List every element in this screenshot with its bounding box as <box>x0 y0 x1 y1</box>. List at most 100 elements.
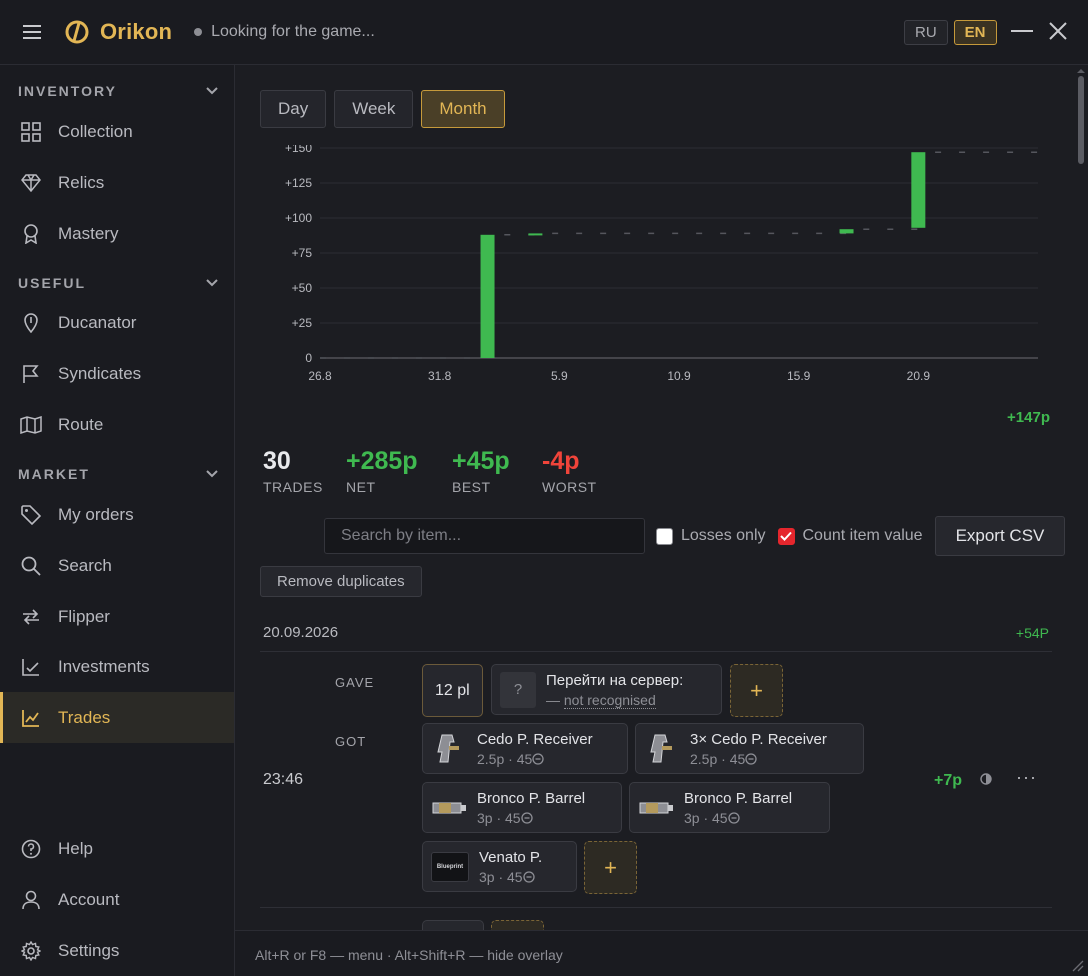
stat-label: TRADES <box>263 479 323 495</box>
chip-text: Cedo P. Receiver 2.5p · 45 <box>477 731 593 767</box>
item-name: Venato P. <box>479 848 543 866</box>
day-date: 20.09.2026 <box>263 624 339 641</box>
section-title: INVENTORY <box>18 83 117 99</box>
close-icon <box>1049 22 1067 40</box>
sidebar-item-my-orders[interactable]: My orders <box>0 489 234 540</box>
gear-icon <box>20 940 42 962</box>
sidebar-item-relics[interactable]: Relics <box>0 157 234 208</box>
item-name: 3× Cedo P. Receiver <box>690 730 827 748</box>
sidebar-item-account[interactable]: Account <box>0 874 234 925</box>
waterfall-bar <box>480 234 495 358</box>
sidebar-item-ducanator[interactable]: Ducanator <box>0 297 234 348</box>
sidebar-item-settings[interactable]: Settings <box>0 925 234 976</box>
sidebar-item-investments[interactable]: Investments <box>0 641 234 692</box>
lang-ru-button[interactable]: RU <box>904 20 948 45</box>
chart-total-label: +147p <box>1007 409 1050 426</box>
export-csv-button[interactable]: Export CSV <box>934 516 1066 556</box>
sidebar-item-flipper[interactable]: Flipper <box>0 591 234 642</box>
item-price: 3p · 45 <box>477 809 521 826</box>
sidebar-item-help[interactable]: Help <box>0 823 234 874</box>
sidebar-section-useful[interactable]: USEFUL <box>18 273 218 293</box>
got-item-chip[interactable]: Bronco P. Barrel 3p · 45 <box>629 782 830 833</box>
user-icon <box>20 889 42 911</box>
question-icon: ? <box>500 671 536 708</box>
stat-best: +45p BEST <box>452 447 514 495</box>
sidebar-item-label: Flipper <box>58 606 110 626</box>
got-item-chip[interactable]: 3× Cedo P. Receiver 2.5p · 45 <box>635 723 864 774</box>
sidebar-item-route[interactable]: Route <box>0 399 234 450</box>
waterfall-bar <box>839 229 854 234</box>
trade-stats: 30 TRADES +285p NET +45p BEST -4p WORST <box>263 447 630 495</box>
item-search-input[interactable] <box>324 518 645 554</box>
trade-more-button[interactable]: ··· <box>1016 767 1037 787</box>
sidebar-item-mastery[interactable]: Mastery <box>0 208 234 259</box>
ducat-icon <box>520 811 533 824</box>
trades-panel: Day Week Month 0 +25 +50 +75 +100 +125 +150 26.… <box>235 65 1088 930</box>
game-status: Looking for the game... <box>194 23 375 41</box>
barrel-icon <box>638 790 674 826</box>
minimize-button[interactable] <box>1009 18 1035 44</box>
item-name: Bronco P. Barrel <box>684 789 793 807</box>
platinum-chip[interactable]: 12 pl <box>422 664 483 717</box>
lang-en-button[interactable]: EN <box>953 20 997 45</box>
losses-only-checkbox[interactable]: Losses only <box>656 527 766 545</box>
add-gave-item-button[interactable]: + <box>730 664 783 717</box>
chip-text: Venato P. 3p · 45 <box>479 849 542 885</box>
add-got-item-button[interactable]: + <box>584 841 637 894</box>
sidebar-item-collection[interactable]: Collection <box>0 106 234 157</box>
sidebar-item-trades[interactable]: Trades <box>0 692 234 743</box>
unrecognised-item-chip[interactable]: ? Перейти на сервер: — not recognised <box>491 664 722 715</box>
got-item-chip[interactable]: Blueprint Venato P. 3p · 45 <box>422 841 577 892</box>
sidebar-section-market[interactable]: MARKET <box>18 464 218 484</box>
ducat-icon <box>532 752 544 765</box>
tab-month[interactable]: Month <box>421 90 505 128</box>
chip-text: Перейти на сервер: — not recognised <box>546 671 684 709</box>
half-circle-icon[interactable] <box>980 773 992 785</box>
blueprint-text: Blueprint <box>436 863 464 870</box>
y-tick-label: +125 <box>285 176 312 190</box>
tag-icon <box>20 504 42 526</box>
stat-label: BEST <box>452 479 491 495</box>
x-tick-label: 5.9 <box>551 369 568 383</box>
sidebar-item-label: Relics <box>58 172 105 192</box>
main-scrollbar[interactable] <box>1076 68 1086 928</box>
close-button[interactable] <box>1045 18 1071 44</box>
tab-week[interactable]: Week <box>334 90 414 128</box>
blueprint-icon: Blueprint <box>431 851 469 882</box>
note-dash: — <box>546 691 560 708</box>
got-label: GOT <box>335 734 367 749</box>
sidebar-item-label: Settings <box>58 940 120 960</box>
grid-icon <box>20 121 42 143</box>
swap-icon <box>20 606 42 628</box>
sidebar-item-search[interactable]: Search <box>0 540 234 591</box>
scroll-thumb[interactable] <box>1078 76 1084 164</box>
day-total: +54P <box>1015 624 1049 641</box>
chip-text: Bronco P. Barrel 3p · 45 <box>477 790 585 826</box>
item-meta: 2.5p · 45 <box>477 751 593 767</box>
not-recognised-link[interactable]: not recognised <box>563 691 656 709</box>
resize-grip-icon[interactable] <box>1068 956 1084 972</box>
sidebar-item-label: My orders <box>58 504 134 524</box>
sidebar-item-syndicates[interactable]: Syndicates <box>0 348 234 399</box>
got-item-chip[interactable]: Bronco P. Barrel 3p · 45 <box>422 782 622 833</box>
trade-time: 23:46 <box>263 771 304 788</box>
sidebar-section-inventory[interactable]: INVENTORY <box>18 81 218 101</box>
got-item-chip[interactable]: Cedo P. Receiver 2.5p · 45 <box>422 723 628 774</box>
count-item-value-checkbox[interactable]: Count item value <box>777 527 923 545</box>
checkbox-box[interactable] <box>656 527 673 545</box>
pin-icon <box>20 312 42 334</box>
item-price: 2.5p · 45 <box>690 750 746 767</box>
chevron-down-icon <box>206 87 218 95</box>
ducat-icon <box>522 870 535 883</box>
remove-duplicates-button[interactable]: Remove duplicates <box>260 566 422 597</box>
item-name: Bronco P. Barrel <box>477 789 586 807</box>
item-price: 3p · 45 <box>479 868 523 885</box>
item-name: Перейти на сервер: <box>546 671 684 689</box>
checkbox-box[interactable] <box>777 527 795 545</box>
trade-row: 23:46 GAVE GOT 12 pl ? Перейти на сервер… <box>260 652 1052 908</box>
item-meta: 3p · 45 <box>477 810 585 826</box>
checkmark-icon <box>780 531 792 541</box>
section-title: MARKET <box>18 466 90 482</box>
hamburger-menu-button[interactable] <box>0 0 64 65</box>
tab-day[interactable]: Day <box>260 90 327 128</box>
